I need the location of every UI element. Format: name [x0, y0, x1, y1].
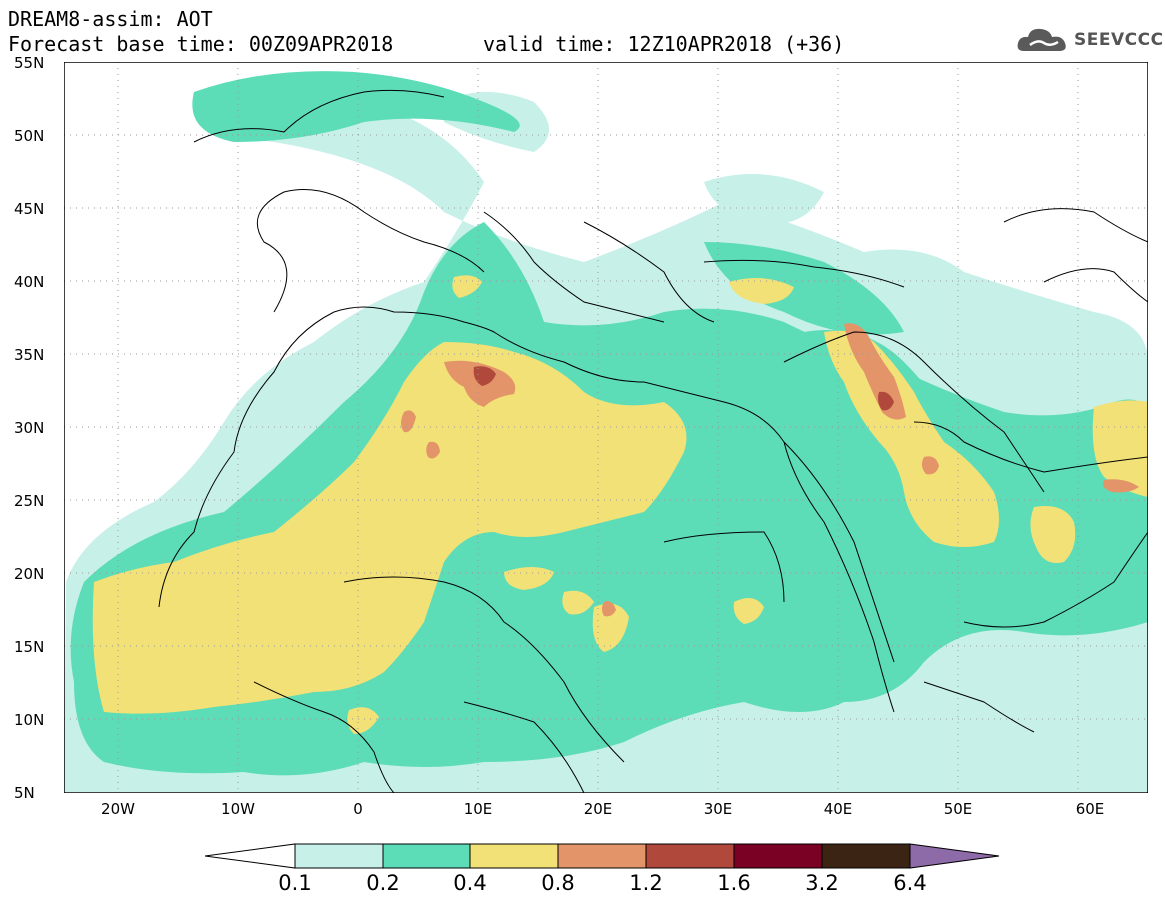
lon-label: 20E	[583, 800, 613, 818]
lon-label: 20W	[101, 800, 135, 818]
lon-label: 0	[353, 800, 363, 818]
lat-label: 5N	[14, 784, 35, 802]
lon-label: 60E	[1075, 800, 1105, 818]
lat-label: 50N	[14, 127, 45, 145]
colorbar-segment	[205, 843, 296, 869]
colorbar-label: 0.4	[453, 871, 487, 895]
colorbar-label: 1.6	[717, 871, 751, 895]
lat-label: 10N	[14, 711, 45, 729]
aot-contour-0.4	[92, 275, 1148, 734]
forecast-base-time: Forecast base time: 00Z09APR2018	[8, 32, 394, 56]
colorbar-segment	[645, 843, 735, 869]
colorbar-segment	[294, 843, 384, 869]
lon-label: 10E	[463, 800, 493, 818]
colorbar-segment	[469, 843, 559, 869]
lat-label: 40N	[14, 273, 45, 291]
colorbar-label: 6.4	[893, 871, 927, 895]
graticule	[64, 62, 1148, 793]
lat-label: 15N	[14, 638, 45, 656]
lat-label: 55N	[14, 54, 45, 72]
lat-label: 30N	[14, 419, 45, 437]
colorbar-label: 0.2	[366, 871, 400, 895]
colorbar-segment	[733, 843, 823, 869]
lat-label: 35N	[14, 346, 45, 364]
logo-text: SEEVCCC	[1074, 30, 1164, 50]
colorbar-segment	[821, 843, 911, 869]
aot-contour-1.2	[473, 366, 894, 411]
seevccc-logo: SEEVCCC	[1016, 24, 1164, 56]
lon-label: 10W	[221, 800, 255, 818]
aot-map	[64, 62, 1148, 793]
colorbar-segment	[909, 843, 1000, 869]
colorbar-segment	[557, 843, 647, 869]
lon-label: 30E	[703, 800, 733, 818]
colorbar-label: 0.1	[278, 871, 312, 895]
product-title: DREAM8-assim: AOT	[8, 7, 213, 31]
valid-time: valid time: 12Z10APR2018 (+36)	[483, 32, 845, 56]
colorbar-label: 0.8	[541, 871, 575, 895]
lon-label: 40E	[823, 800, 853, 818]
colorbar-label: 1.2	[629, 871, 663, 895]
colorbar-segment	[382, 843, 471, 869]
colorbar-label: 3.2	[805, 871, 839, 895]
lat-label: 25N	[14, 492, 45, 510]
coastlines	[158, 89, 1148, 793]
colorbar	[205, 843, 1000, 869]
cloud-icon	[1017, 28, 1066, 51]
lon-label: 50E	[943, 800, 973, 818]
lat-label: 45N	[14, 200, 45, 218]
lat-label: 20N	[14, 565, 45, 583]
